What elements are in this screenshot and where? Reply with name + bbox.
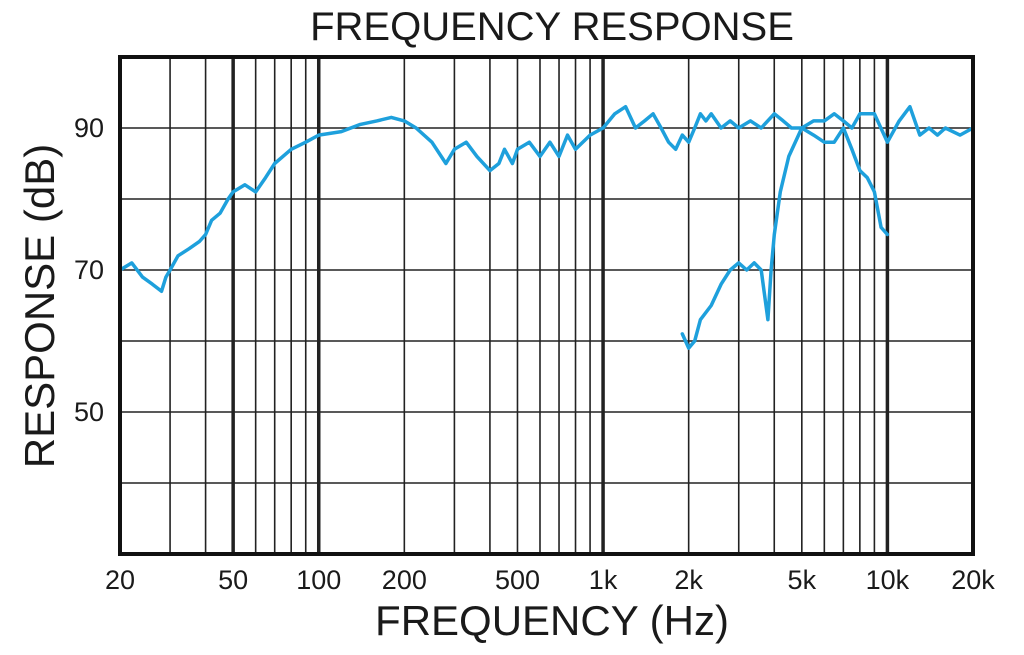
x-tick-label: 50 [218, 565, 248, 595]
series-line-1 [118, 104, 975, 294]
x-tick-labels: 20 50 100 200 500 1k 2k 5k 10k 20k [105, 565, 995, 595]
x-tick-label: 5k [788, 565, 817, 595]
x-tick-label: 200 [382, 565, 427, 595]
chart-title: FREQUENCY RESPONSE [310, 5, 794, 49]
grid [120, 57, 973, 554]
x-tick-label: 2k [674, 565, 703, 595]
x-tick-label: 20 [105, 565, 135, 595]
x-tick-label: 1k [589, 565, 618, 595]
y-tick-label: 50 [74, 397, 104, 427]
x-axis-title: FREQUENCY (Hz) [375, 597, 729, 644]
y-tick-label: 70 [74, 255, 104, 285]
y-tick-labels: 90 70 50 [74, 113, 104, 427]
y-tick-label: 90 [74, 113, 104, 143]
x-tick-label: 500 [495, 565, 540, 595]
series-group [118, 104, 975, 350]
series-line-2 [680, 126, 890, 350]
y-axis-title: RESPONSE (dB) [16, 144, 63, 468]
x-tick-label: 20k [951, 565, 995, 595]
plot-frame [118, 55, 975, 556]
x-tick-label: 10k [866, 565, 910, 595]
x-tick-label: 100 [296, 565, 341, 595]
